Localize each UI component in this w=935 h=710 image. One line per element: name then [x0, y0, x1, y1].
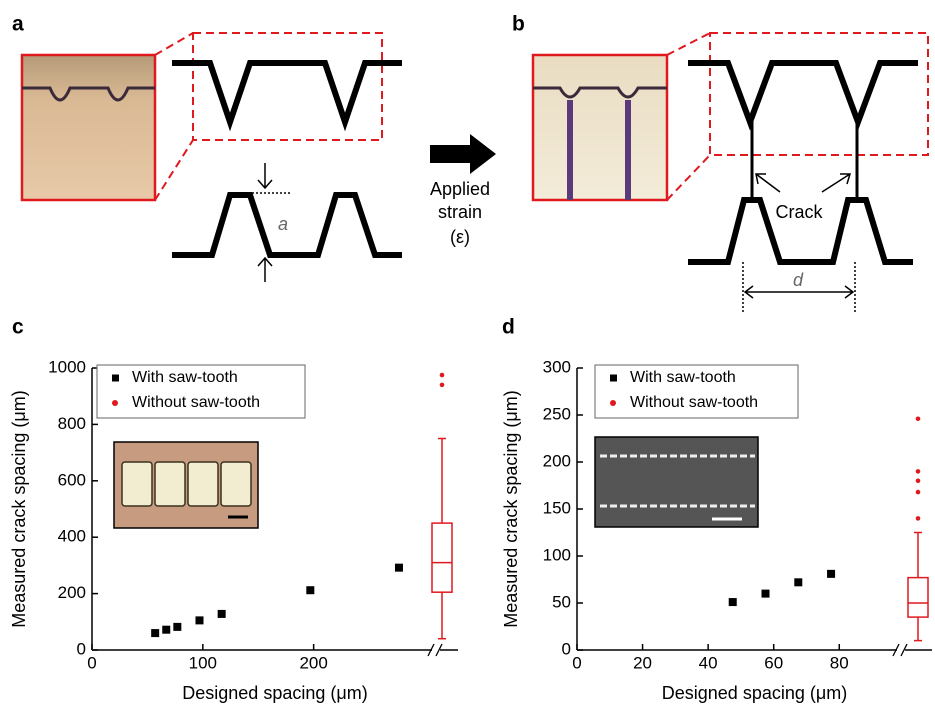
inset-cell	[122, 462, 152, 506]
flier	[440, 373, 445, 378]
legend-marker	[112, 375, 119, 382]
sawtooth-wave	[688, 63, 918, 122]
y-axis-label: Measured crack spacing (μm)	[501, 390, 521, 627]
x-tick-label: 100	[189, 653, 217, 672]
y-tick-label: 200	[58, 583, 86, 602]
y-tick-label: 150	[543, 498, 571, 517]
zoom-box	[193, 33, 382, 140]
point	[173, 623, 181, 631]
point	[306, 586, 314, 594]
flier	[916, 490, 921, 495]
flier	[916, 516, 921, 521]
y-tick-label: 300	[543, 357, 571, 376]
zoom-line	[667, 33, 710, 55]
y-tick-label: 250	[543, 404, 571, 423]
inset-c	[114, 442, 258, 528]
panel-a-diagram: a	[22, 33, 402, 282]
y-tick-label: 0	[77, 639, 86, 658]
arrow	[430, 134, 496, 174]
arrow-label: strain	[438, 202, 482, 222]
flier	[916, 416, 921, 421]
inset-d	[595, 437, 758, 527]
y-axis-label: Measured crack spacing (μm)	[9, 390, 29, 627]
y-tick-label: 600	[58, 470, 86, 489]
point	[794, 578, 802, 586]
arrow-label: Applied	[430, 179, 490, 199]
arrow	[822, 174, 850, 192]
point	[162, 626, 170, 634]
point	[395, 564, 403, 572]
flier	[916, 479, 921, 484]
zoom-line	[667, 155, 710, 200]
y-tick-label: 400	[58, 527, 86, 546]
inset-cell	[221, 462, 251, 506]
inset-cell	[155, 462, 185, 506]
y-tick-label: 0	[562, 639, 571, 658]
x-tick-label: 0	[572, 653, 581, 672]
inset-image	[595, 437, 758, 527]
panel-b-diagram: Crack d	[533, 33, 928, 312]
legend-label: With saw-tooth	[630, 369, 736, 386]
panel-label: b	[512, 13, 525, 36]
figure: a b c d a Applied strain (ε)	[0, 0, 935, 710]
y-tick-label: 200	[543, 451, 571, 470]
gap-symbol: a	[278, 214, 288, 234]
x-axis-label: Designed spacing (μm)	[662, 683, 847, 703]
legend-marker	[610, 375, 617, 382]
y-tick-label: 800	[58, 414, 86, 433]
zoom-line	[155, 140, 193, 200]
legend-marker	[112, 400, 118, 406]
x-tick-label: 80	[830, 653, 849, 672]
x-axis-label: Designed spacing (μm)	[182, 683, 367, 703]
legend-label: Without saw-tooth	[630, 394, 758, 411]
point	[762, 590, 770, 598]
arrow-label: (ε)	[450, 227, 470, 247]
micrograph	[22, 55, 155, 200]
crack-label: Crack	[775, 202, 823, 222]
x-tick-label: 200	[299, 653, 327, 672]
box	[908, 578, 928, 617]
sawtooth-wave	[172, 63, 402, 122]
arrow	[258, 258, 272, 282]
inset-cell	[188, 462, 218, 506]
panel-label: d	[502, 316, 515, 339]
box	[432, 523, 452, 592]
panel-label: a	[12, 13, 24, 36]
flier	[916, 469, 921, 474]
x-tick-label: 60	[764, 653, 783, 672]
micrograph	[533, 55, 667, 200]
point	[151, 629, 159, 637]
y-tick-label: 50	[552, 592, 571, 611]
arrow	[258, 163, 272, 188]
spacing-symbol: d	[793, 270, 804, 290]
flier	[440, 383, 445, 388]
panel-label: c	[12, 316, 24, 339]
legend-label: With saw-tooth	[132, 369, 238, 386]
legend-marker	[610, 400, 616, 406]
point	[729, 598, 737, 606]
y-tick-label: 1000	[48, 357, 86, 376]
point	[195, 616, 203, 624]
x-tick-label: 20	[633, 653, 652, 672]
y-tick-label: 100	[543, 545, 571, 564]
strain-arrow: Applied strain (ε)	[430, 134, 496, 247]
point	[218, 610, 226, 618]
point	[827, 570, 835, 578]
x-tick-label: 40	[699, 653, 718, 672]
legend-label: Without saw-tooth	[132, 394, 260, 411]
x-tick-label: 0	[87, 653, 96, 672]
arrow	[756, 174, 780, 192]
zoom-line	[155, 33, 193, 55]
